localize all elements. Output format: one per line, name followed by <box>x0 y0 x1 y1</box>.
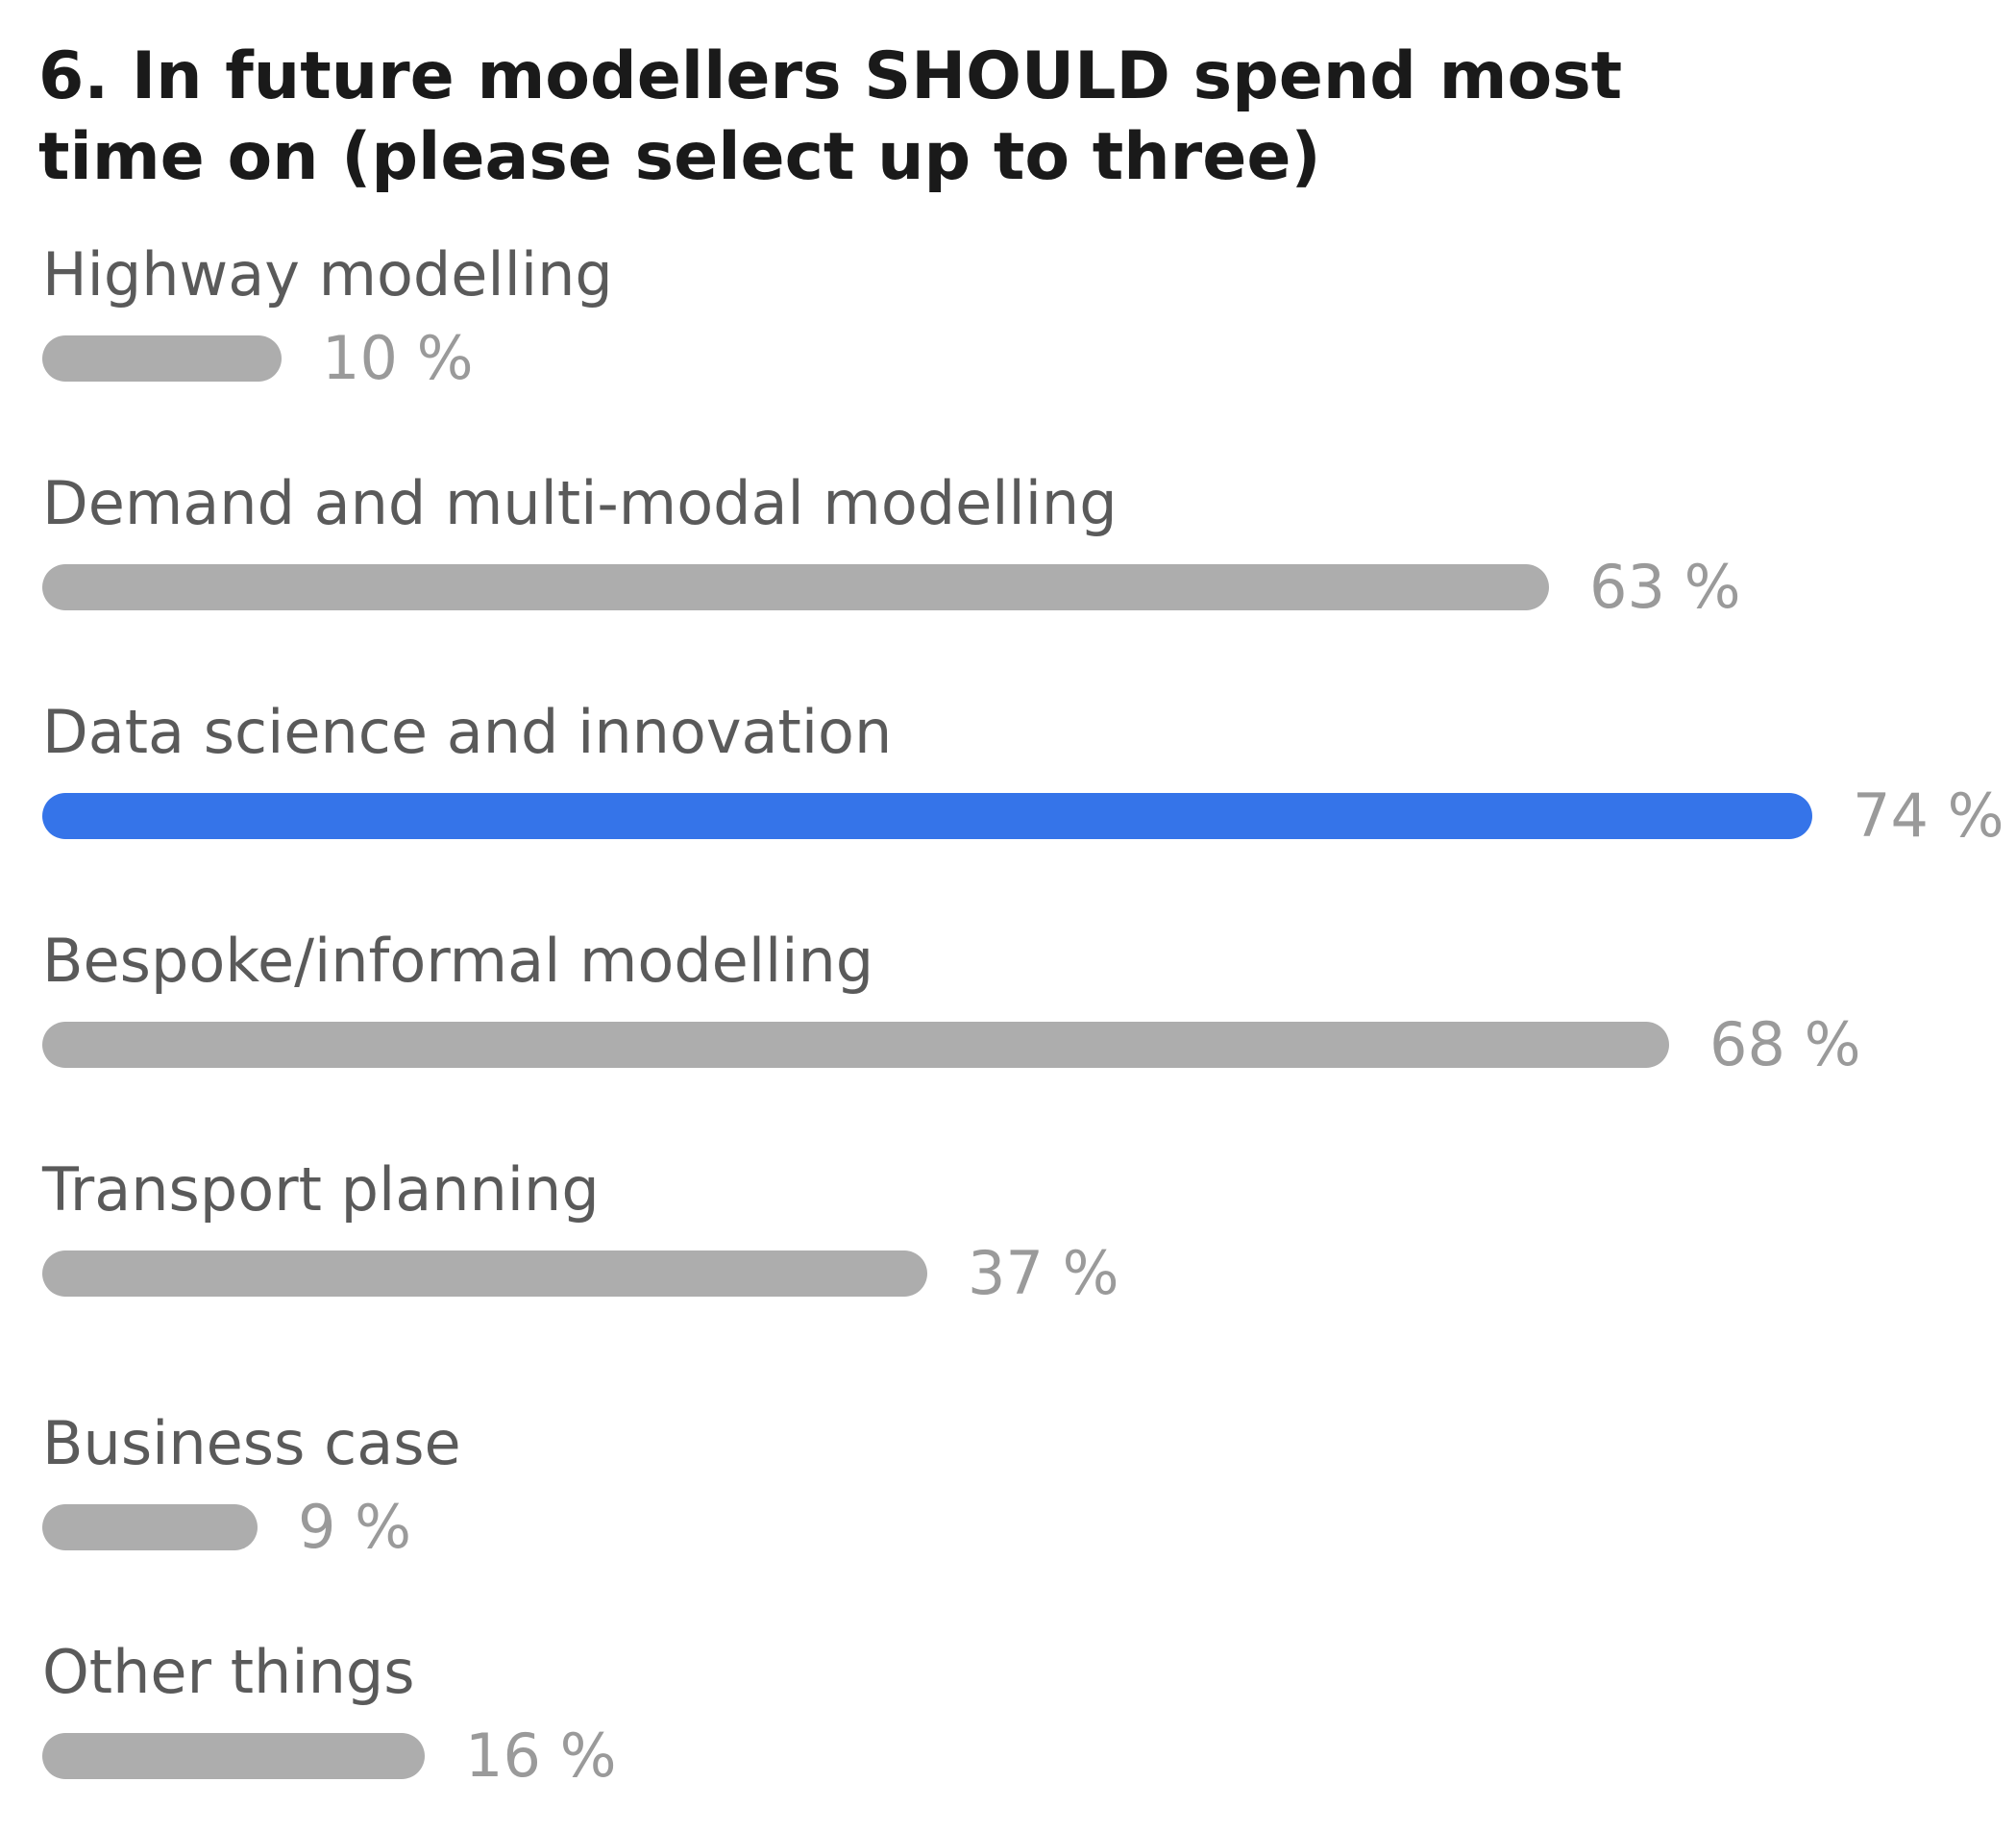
option-highway-modelling: Highway modelling 10 % <box>42 236 2003 429</box>
option-label: Business case <box>42 1408 461 1478</box>
percentage-label: 63 % <box>1589 552 1741 622</box>
option-label: Data science and innovation <box>42 697 893 767</box>
bar-highway-modelling <box>42 335 282 382</box>
option-transport-planning: Transport planning 37 % <box>42 1151 2003 1344</box>
bar-bespoke-informal-modelling <box>42 1022 1669 1068</box>
option-demand-and-multi-modal-modelling: Demand and multi-modal modelling 63 % <box>42 465 2003 657</box>
option-bespoke-informal-modelling: Bespoke/informal modelling 68 % <box>42 923 2003 1115</box>
bar-track <box>42 1022 1810 1068</box>
percentage-label: 74 % <box>1853 780 2004 851</box>
chart-title: 6. In future modellers SHOULD spend most… <box>38 38 1623 195</box>
option-label: Bespoke/informal modelling <box>42 926 874 996</box>
bar-demand-and-multi-modal-modelling <box>42 564 1549 610</box>
percentage-label: 9 % <box>298 1492 412 1562</box>
bar-track <box>42 1733 1810 1779</box>
bar-track <box>42 1504 1810 1550</box>
option-label: Highway modelling <box>42 239 613 309</box>
option-label: Demand and multi-modal modelling <box>42 468 1118 538</box>
bar-other-things <box>42 1733 425 1779</box>
poll-results-chart: Highway modelling 10 % Demand and multi-mo… <box>42 0 2004 1832</box>
bar-track <box>42 564 1810 610</box>
option-data-science-and-innovation: Data science and innovation 74 % <box>42 694 2004 886</box>
option-business-case: Business case 9 % <box>42 1405 2003 1597</box>
option-other-things: Other things 16 % <box>42 1634 2003 1826</box>
bar-track <box>42 335 1810 382</box>
percentage-label: 37 % <box>968 1238 1119 1308</box>
percentage-label: 16 % <box>465 1721 617 1791</box>
bar-business-case <box>42 1504 258 1550</box>
option-label: Transport planning <box>42 1154 600 1225</box>
percentage-label: 10 % <box>322 323 474 393</box>
option-label: Other things <box>42 1637 415 1707</box>
bar-data-science-and-innovation <box>42 793 1812 839</box>
bar-track <box>42 1250 1810 1297</box>
bar-transport-planning <box>42 1250 927 1297</box>
bar-track <box>42 793 1812 839</box>
percentage-label: 68 % <box>1709 1009 1861 1079</box>
